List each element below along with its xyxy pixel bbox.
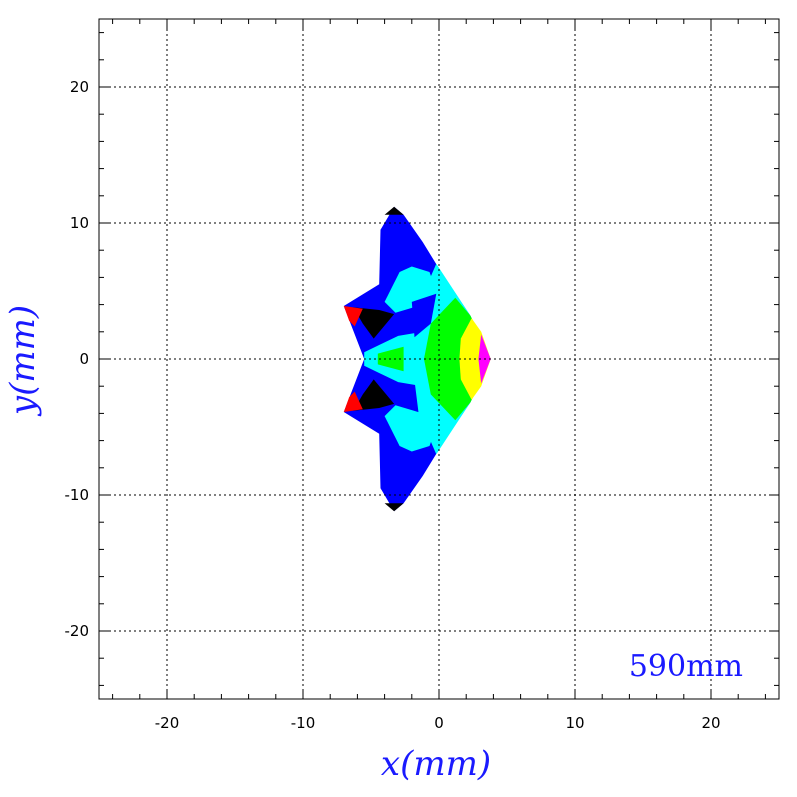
y-tick-label: 10 xyxy=(70,214,89,232)
contour-region-12 xyxy=(353,307,395,339)
contour-region-13 xyxy=(353,379,395,411)
contour-region-8 xyxy=(424,297,480,421)
y-tick-label: -20 xyxy=(65,622,90,640)
y-axis-title: y(mm) xyxy=(3,305,43,417)
grid-lines xyxy=(99,19,779,699)
x-tick-label: 20 xyxy=(701,714,720,732)
x-tick-label: -20 xyxy=(155,714,180,732)
x-axis-title: x(mm) xyxy=(381,744,491,784)
y-tick-label: -10 xyxy=(65,486,90,504)
contour-region-14 xyxy=(343,306,363,327)
contour-region-2 xyxy=(384,503,404,512)
contour-region-5 xyxy=(384,405,435,452)
axis-ticks xyxy=(99,19,779,699)
contour-region-1 xyxy=(384,206,404,215)
x-tick-label: 0 xyxy=(434,714,444,732)
contour-region-15 xyxy=(343,391,363,412)
distance-annotation: 590mm xyxy=(629,649,743,684)
y-tick-label: 20 xyxy=(70,78,89,96)
plot-frame xyxy=(98,18,780,700)
x-tick-label: 10 xyxy=(565,714,584,732)
contour-region-7 xyxy=(411,293,437,338)
tick-labels: -20 -10 0 10 20 -20 -10 0 10 20 xyxy=(65,78,721,732)
y-tick-label: 0 xyxy=(79,350,89,368)
x-tick-label: -10 xyxy=(291,714,316,732)
